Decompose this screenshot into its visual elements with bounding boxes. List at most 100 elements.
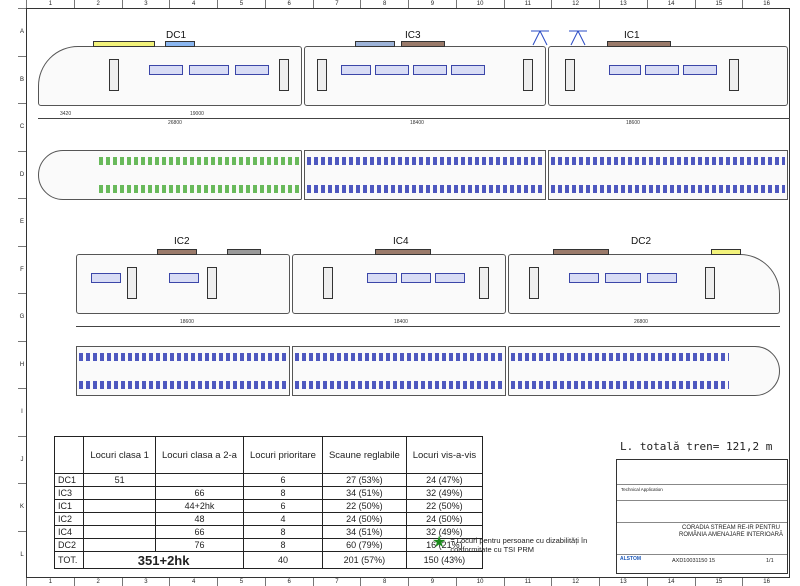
table-cell: 201 (57%) — [321, 551, 407, 569]
table-cell: 6 — [242, 473, 323, 487]
table-cell: 24 (50%) — [321, 512, 407, 526]
table-cell: 60 (79%) — [321, 538, 407, 552]
window — [647, 273, 677, 283]
ruler-letter: L — [18, 530, 26, 579]
ruler-number: 8 — [360, 0, 408, 8]
floor-plan-top — [38, 150, 790, 200]
window — [435, 273, 465, 283]
window — [341, 65, 371, 75]
ruler-number: 4 — [169, 0, 217, 8]
table-cell: 48 — [154, 512, 244, 526]
door — [323, 267, 333, 299]
car-label-dc2: DC2 — [631, 236, 652, 247]
ruler-number: 10 — [455, 0, 504, 8]
table-cell: 66 — [154, 486, 244, 500]
ruler-number: 16 — [742, 0, 790, 8]
door — [207, 267, 217, 299]
door — [127, 267, 137, 299]
seat-row — [99, 157, 299, 165]
table-cell: 24 (47%) — [405, 473, 484, 487]
table-cell: 44+2hk — [154, 499, 244, 513]
table-cell: 4 — [242, 512, 323, 526]
seat-row — [307, 185, 543, 193]
door — [523, 59, 533, 91]
ruler-number: 2 — [73, 578, 122, 586]
seat-row — [551, 157, 785, 165]
column-ruler-bottom: 1 2 3 4 5 6 7 8 9 10 11 12 13 14 15 16 — [26, 578, 790, 586]
table-header — [53, 436, 85, 474]
dimension-value: 18600 — [626, 120, 640, 126]
seat-row — [551, 185, 785, 193]
table-header: Locuri prioritare — [242, 436, 323, 474]
seat-row — [511, 353, 729, 361]
table-cell — [83, 538, 156, 552]
table-cell: 51 — [83, 473, 156, 487]
window — [91, 273, 121, 283]
window — [375, 65, 409, 75]
table-cell: 34 (51%) — [321, 486, 407, 500]
table-cell: 34 (51%) — [321, 525, 407, 539]
door — [317, 59, 327, 91]
door — [565, 59, 575, 91]
table-row: IC2 48 4 24 (50%) 24 (50%) — [53, 512, 484, 526]
seat-row — [307, 157, 543, 165]
dimension-value: 18600 — [180, 319, 194, 325]
total-length-label: L. totală tren= 121,2 m — [620, 440, 773, 453]
ruler-number: 7 — [312, 0, 361, 8]
ruler-number: 11 — [503, 0, 552, 8]
ruler-number: 6 — [264, 578, 313, 586]
floor-plan-bottom — [76, 346, 780, 396]
ruler-number: 14 — [646, 578, 695, 586]
table-cell: 8 — [242, 486, 323, 500]
car-body-ic2 — [76, 249, 290, 314]
seat-row — [79, 381, 287, 389]
roof-equipment — [375, 249, 431, 255]
divider — [617, 484, 787, 485]
table-cell: IC3 — [53, 486, 85, 500]
ruler-number: 1 — [26, 578, 74, 586]
window — [235, 65, 269, 75]
table-cell: DC2 — [53, 538, 85, 552]
table-cell: 22 (50%) — [321, 499, 407, 513]
drawing-frame — [26, 8, 790, 578]
ruler-number: 2 — [73, 0, 122, 8]
ruler-number: 13 — [599, 578, 647, 586]
table-cell: 8 — [242, 525, 323, 539]
table-row: DC2 76 8 60 (79%) 16 (21%) — [53, 538, 484, 552]
ruler-letter: H — [18, 340, 26, 389]
door — [479, 267, 489, 299]
star-icon: ★ — [432, 534, 447, 551]
divider — [617, 500, 787, 501]
table-cell: 32 (49%) — [405, 486, 484, 500]
table-row: DC1 51 6 27 (53%) 24 (47%) — [53, 473, 484, 487]
table-cell: 8 — [242, 538, 323, 552]
ruler-number: 3 — [121, 578, 170, 586]
ruler-number: 5 — [217, 578, 265, 586]
window — [189, 65, 229, 75]
dimension-line — [76, 326, 780, 327]
window — [683, 65, 717, 75]
table-cell: 351+2hk — [83, 551, 244, 569]
ruler-number: 9 — [408, 0, 456, 8]
ruler-letter: A — [18, 8, 26, 56]
table-cell: 27 (53%) — [321, 473, 407, 487]
ruler-letter: K — [18, 483, 26, 531]
table-cell: IC4 — [53, 525, 85, 539]
table-cell: TOT. — [53, 551, 85, 569]
ruler-number: 5 — [217, 0, 265, 8]
seat-row — [295, 353, 503, 361]
roof-equipment — [157, 249, 197, 255]
table-total-row: TOT. 351+2hk 40 201 (57%) 150 (43%) — [53, 551, 484, 569]
seat-row — [295, 381, 503, 389]
roof-equipment — [711, 249, 741, 255]
table-header: Scaune reglabile — [321, 436, 407, 474]
table-row: IC1 44+2hk 6 22 (50%) 22 (50%) — [53, 499, 484, 513]
window — [149, 65, 183, 75]
table-row: IC3 66 8 34 (51%) 32 (49%) — [53, 486, 484, 500]
floor-plan-dc2 — [508, 346, 780, 396]
ruler-number: 3 — [121, 0, 170, 8]
table-row: IC4 66 8 34 (51%) 32 (49%) — [53, 525, 484, 539]
ruler-number: 12 — [551, 0, 599, 8]
dimension-value: 18400 — [410, 120, 424, 126]
